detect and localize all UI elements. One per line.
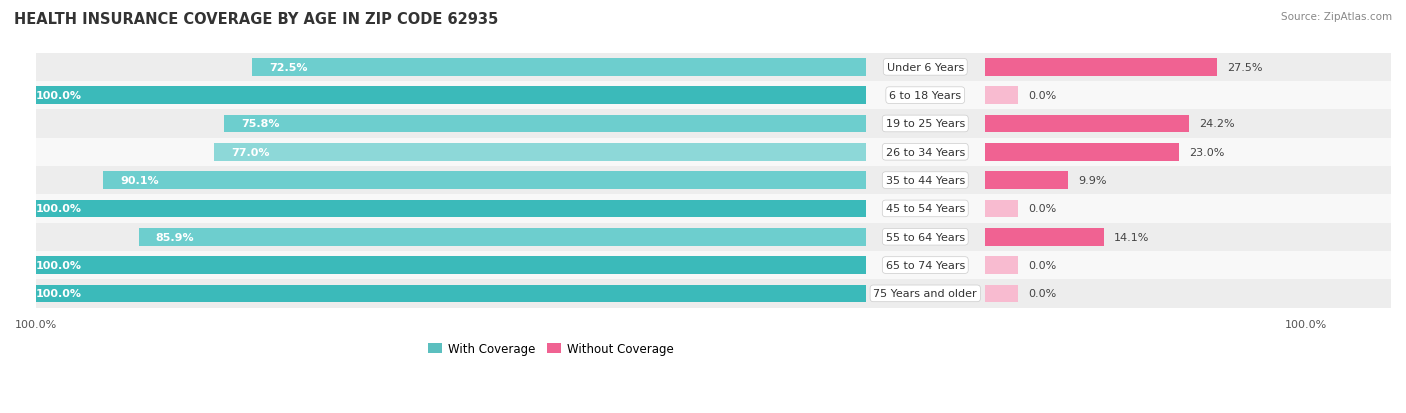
- Text: 19 to 25 Years: 19 to 25 Years: [886, 119, 965, 129]
- Bar: [224, 115, 866, 133]
- Bar: [984, 285, 1018, 302]
- Bar: [984, 144, 1180, 161]
- Bar: [214, 144, 866, 161]
- Text: 23.0%: 23.0%: [1189, 147, 1225, 157]
- Text: 0.0%: 0.0%: [1029, 261, 1057, 271]
- Text: 75.8%: 75.8%: [240, 119, 280, 129]
- Text: 100.0%: 100.0%: [37, 204, 82, 214]
- Bar: [984, 172, 1069, 190]
- Text: 55 to 64 Years: 55 to 64 Years: [886, 232, 965, 242]
- Bar: [984, 59, 1218, 76]
- Text: 0.0%: 0.0%: [1029, 91, 1057, 101]
- Text: 35 to 44 Years: 35 to 44 Years: [886, 176, 965, 186]
- Text: 0.0%: 0.0%: [1029, 289, 1057, 299]
- Text: 75 Years and older: 75 Years and older: [873, 289, 977, 299]
- Text: 65 to 74 Years: 65 to 74 Years: [886, 261, 965, 271]
- Legend: With Coverage, Without Coverage: With Coverage, Without Coverage: [423, 337, 679, 360]
- Bar: [37, 138, 1391, 166]
- Text: 0.0%: 0.0%: [1029, 204, 1057, 214]
- Text: 85.9%: 85.9%: [156, 232, 194, 242]
- Bar: [20, 285, 866, 302]
- Text: 26 to 34 Years: 26 to 34 Years: [886, 147, 965, 157]
- Text: 9.9%: 9.9%: [1078, 176, 1107, 186]
- Text: 6 to 18 Years: 6 to 18 Years: [889, 91, 962, 101]
- Text: 100.0%: 100.0%: [37, 91, 82, 101]
- Bar: [984, 200, 1018, 218]
- Bar: [103, 172, 866, 190]
- Text: 100.0%: 100.0%: [37, 289, 82, 299]
- Bar: [37, 195, 1391, 223]
- Text: 100.0%: 100.0%: [37, 261, 82, 271]
- Bar: [37, 280, 1391, 308]
- Bar: [984, 115, 1189, 133]
- Bar: [37, 82, 1391, 110]
- Text: HEALTH INSURANCE COVERAGE BY AGE IN ZIP CODE 62935: HEALTH INSURANCE COVERAGE BY AGE IN ZIP …: [14, 12, 498, 27]
- Bar: [37, 251, 1391, 280]
- Bar: [37, 54, 1391, 82]
- Bar: [984, 228, 1104, 246]
- Bar: [984, 256, 1018, 274]
- Bar: [20, 200, 866, 218]
- Bar: [20, 256, 866, 274]
- Bar: [139, 228, 866, 246]
- Bar: [37, 110, 1391, 138]
- Text: 72.5%: 72.5%: [269, 63, 308, 73]
- Text: Under 6 Years: Under 6 Years: [887, 63, 965, 73]
- Text: 24.2%: 24.2%: [1199, 119, 1236, 129]
- Bar: [984, 87, 1018, 104]
- Text: 14.1%: 14.1%: [1114, 232, 1150, 242]
- Text: 90.1%: 90.1%: [120, 176, 159, 186]
- Bar: [37, 166, 1391, 195]
- Bar: [37, 223, 1391, 251]
- Text: Source: ZipAtlas.com: Source: ZipAtlas.com: [1281, 12, 1392, 22]
- Bar: [252, 59, 866, 76]
- Text: 45 to 54 Years: 45 to 54 Years: [886, 204, 965, 214]
- Text: 77.0%: 77.0%: [231, 147, 270, 157]
- Text: 27.5%: 27.5%: [1227, 63, 1263, 73]
- Bar: [20, 87, 866, 104]
